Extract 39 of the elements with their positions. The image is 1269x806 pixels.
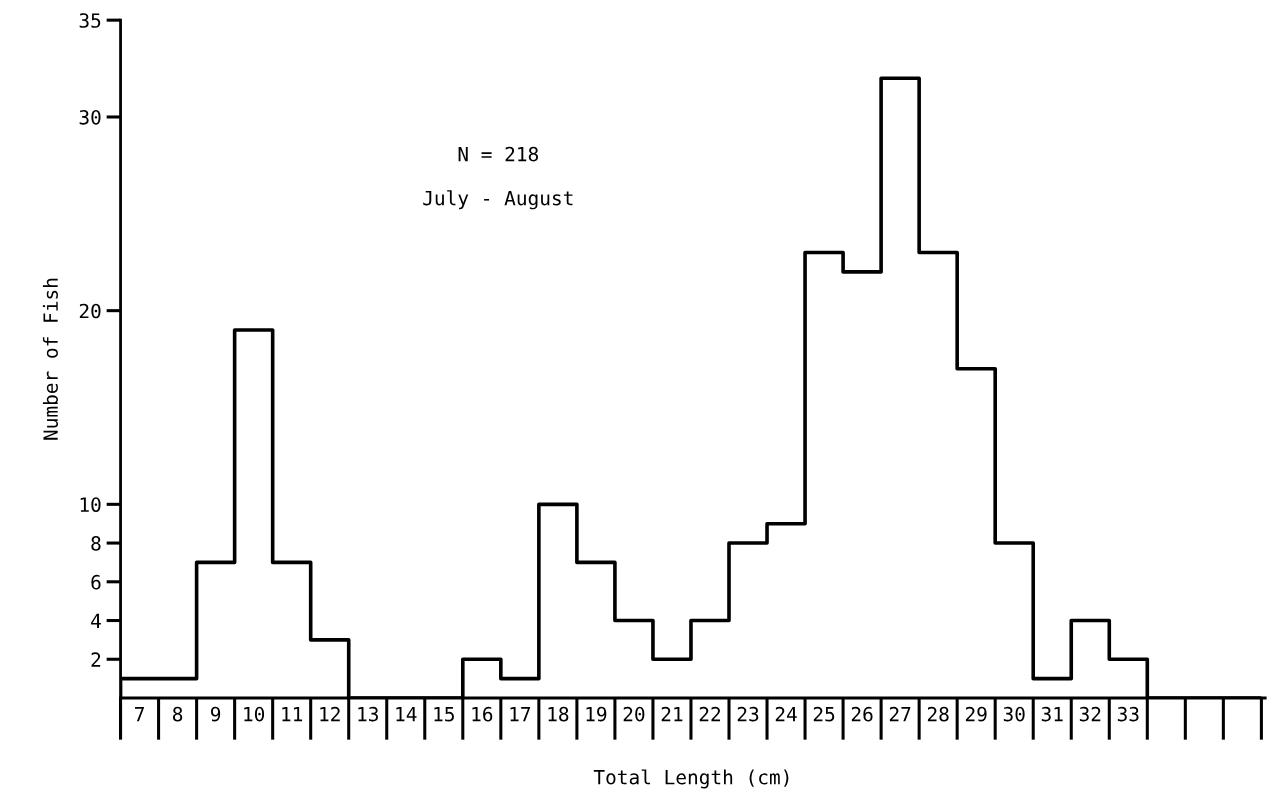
y-tick-label: 4 [91,613,101,628]
y-tick-label: 20 [79,303,101,319]
x-tick-label: 18 [548,706,569,722]
y-tick-label: 8 [91,536,101,551]
annotation: N = 218 [458,146,539,162]
x-axis-title: Total Length (cm) [593,769,789,789]
x-tick-label: 27 [889,706,911,722]
x-tick-label: 22 [699,706,721,722]
y-tick-label: 35 [79,13,101,28]
x-tick-label: 32 [1079,706,1101,722]
x-tick-label: 30 [1003,706,1025,722]
x-tick-label: 14 [396,707,417,722]
x-tick-label: 23 [737,706,759,722]
y-tick-label: 10 [80,497,101,513]
y-tick-label: 2 [91,652,101,667]
x-tick-label: 16 [472,706,493,722]
x-tick-label: 11 [282,707,303,722]
x-tick-label: 17 [510,707,531,722]
x-tick-label: 24 [775,706,797,722]
x-tick-label: 15 [434,707,454,722]
x-tick-label: 7 [135,707,144,722]
x-tick-label: 31 [1041,706,1063,722]
x-tick-label: 9 [210,706,221,722]
annotation: July - August [423,190,573,210]
x-tick-label: 29 [965,706,987,722]
x-tick-label: 13 [358,706,378,722]
x-tick-label: 20 [623,706,645,722]
x-tick-label: 33 [1117,706,1139,722]
y-axis-title: Number of Fish [42,278,58,440]
x-tick-label: 25 [813,706,835,722]
x-tick-label: 19 [586,706,607,722]
y-tick-label: 6 [91,574,101,590]
y-tick-label: 30 [79,109,101,125]
x-tick-label: 8 [172,706,183,722]
x-tick-label: 26 [851,706,873,722]
x-tick-label: 12 [320,706,340,722]
x-tick-label: 21 [661,706,683,722]
x-tick-label: 10 [244,706,265,722]
x-tick-label: 28 [927,706,949,722]
